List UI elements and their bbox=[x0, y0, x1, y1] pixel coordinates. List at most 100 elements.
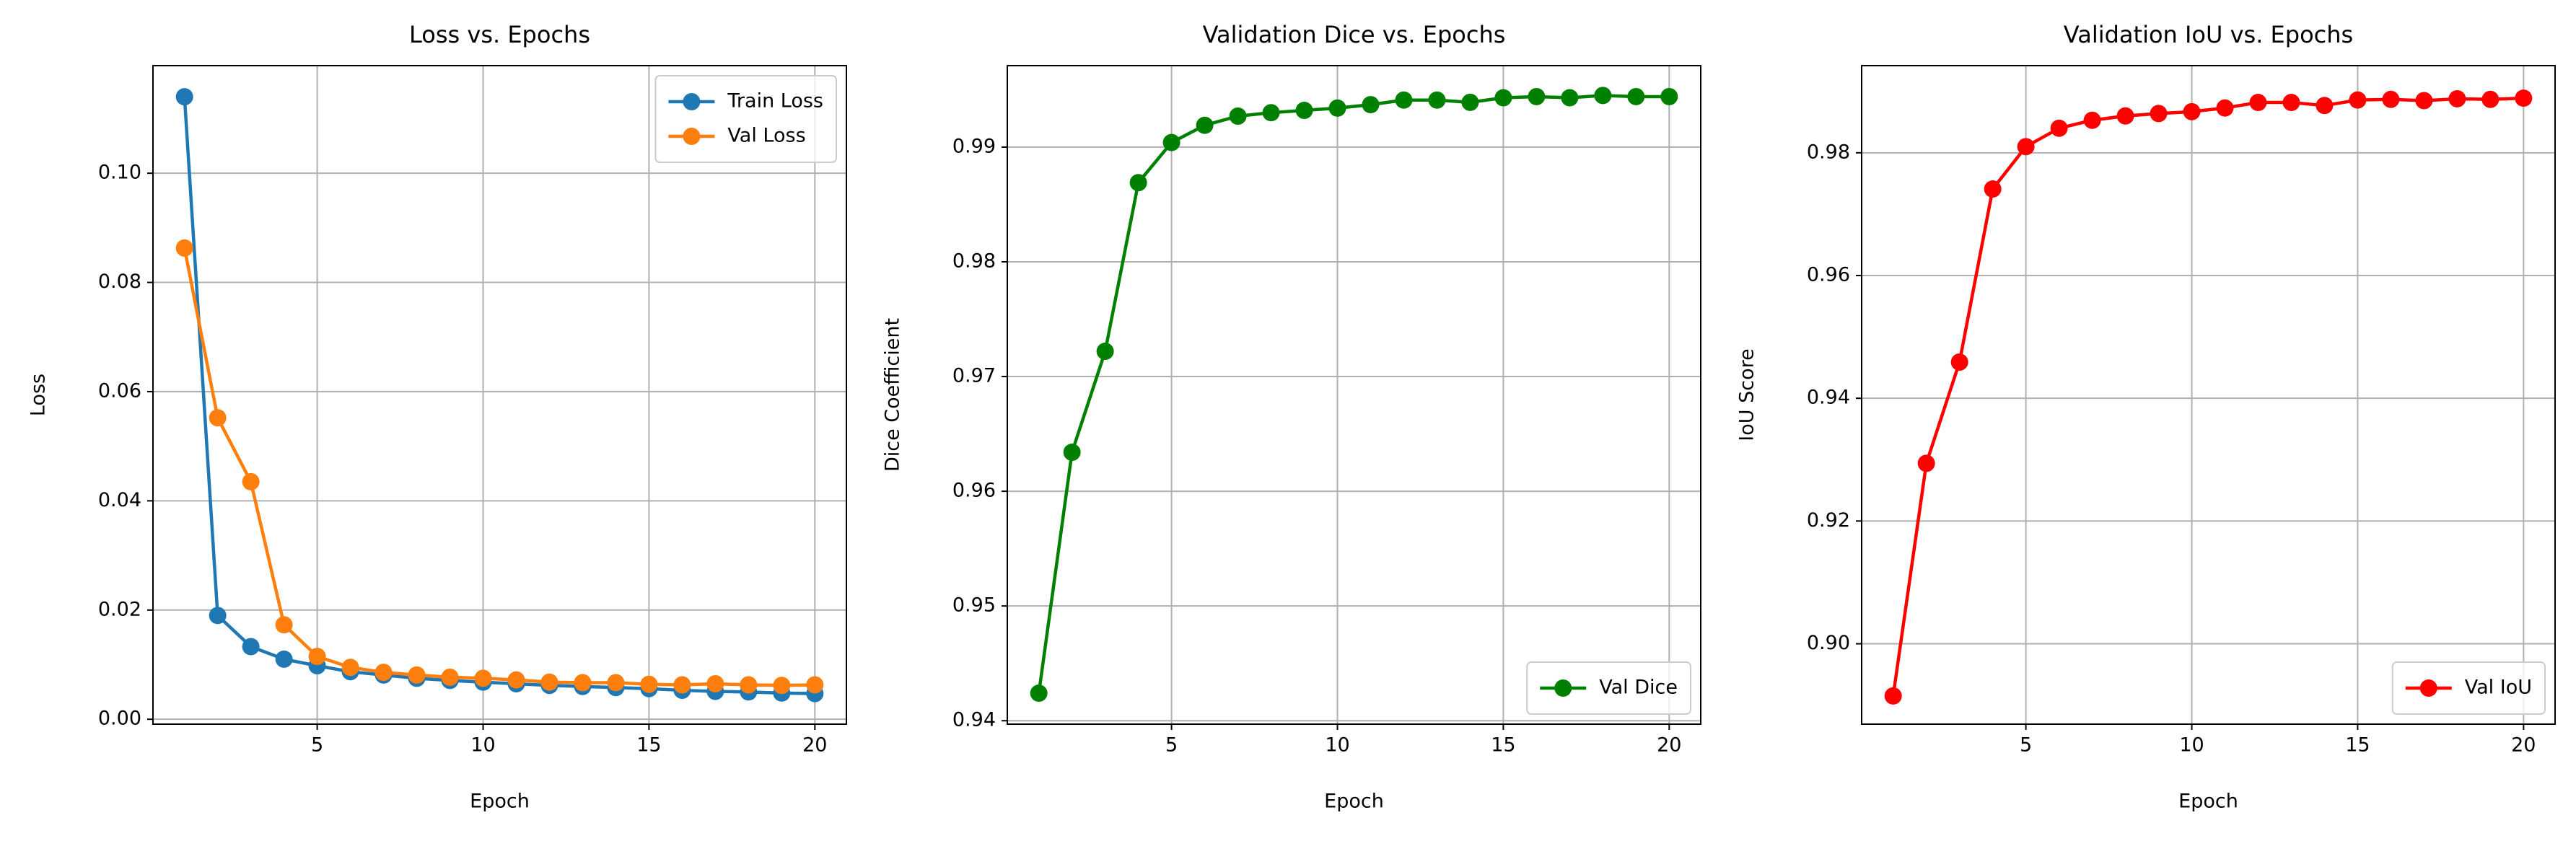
legend-box bbox=[654, 75, 837, 163]
data-point bbox=[2349, 91, 2367, 109]
x-tick-label: 5 bbox=[311, 734, 323, 757]
data-point bbox=[2448, 89, 2466, 107]
legend-marker bbox=[1554, 679, 1572, 697]
data-point bbox=[1196, 116, 1214, 134]
legend-marker bbox=[683, 128, 701, 145]
data-point bbox=[773, 677, 791, 695]
data-point bbox=[2017, 138, 2035, 156]
data-point bbox=[2415, 92, 2433, 110]
data-point bbox=[2116, 107, 2134, 125]
data-point bbox=[1063, 444, 1081, 462]
y-tick-label: 0.98 bbox=[1807, 141, 1850, 163]
chart-title: Validation Dice vs. Epochs bbox=[1203, 21, 1506, 48]
data-point bbox=[474, 669, 492, 687]
x-axis-label: Epoch bbox=[2178, 791, 2238, 813]
data-point bbox=[1561, 89, 1579, 107]
x-tick-label: 10 bbox=[2179, 734, 2204, 757]
y-tick-label: 0.08 bbox=[98, 270, 141, 293]
y-tick-label: 0.94 bbox=[952, 709, 996, 731]
legend-label: Val Loss bbox=[727, 125, 805, 147]
legend: Val Dice bbox=[1526, 661, 1691, 715]
legend-box bbox=[1526, 661, 1691, 715]
data-point bbox=[1660, 87, 1678, 105]
data-point bbox=[341, 659, 359, 677]
data-point bbox=[540, 673, 558, 691]
y-tick-label: 0.02 bbox=[98, 598, 141, 620]
data-point bbox=[1096, 343, 1114, 361]
y-tick-label: 0.94 bbox=[1807, 387, 1850, 409]
axes-frame bbox=[152, 65, 847, 725]
data-point bbox=[2382, 90, 2400, 108]
y-tick-label: 0.98 bbox=[952, 250, 996, 272]
data-point bbox=[1129, 174, 1147, 192]
data-point bbox=[2216, 99, 2234, 117]
legend-marker bbox=[683, 93, 701, 110]
y-tick-label: 0.04 bbox=[98, 489, 141, 511]
x-axis-label: Epoch bbox=[470, 791, 530, 813]
data-point bbox=[209, 607, 227, 625]
y-axis-label: Loss bbox=[27, 374, 50, 416]
data-point bbox=[2083, 111, 2101, 129]
data-point bbox=[1494, 89, 1512, 107]
x-tick-label: 5 bbox=[2020, 734, 2032, 757]
data-point bbox=[1362, 96, 1380, 114]
data-point bbox=[2515, 89, 2533, 107]
legend: Train Loss Val Loss bbox=[654, 75, 837, 163]
data-point bbox=[640, 675, 658, 693]
chart-title: Loss vs. Epochs bbox=[409, 21, 590, 48]
axes-frame bbox=[1861, 65, 2556, 725]
y-tick-label: 0.10 bbox=[98, 162, 141, 184]
legend-box bbox=[2391, 661, 2546, 715]
x-tick-label: 20 bbox=[802, 734, 827, 757]
data-point bbox=[242, 472, 260, 490]
y-tick-label: 0.96 bbox=[952, 480, 996, 502]
data-point bbox=[275, 650, 293, 668]
data-point bbox=[2282, 94, 2300, 112]
data-point bbox=[1461, 93, 1479, 111]
y-axis-label: Dice Coefficient bbox=[882, 318, 904, 472]
x-tick-label: 20 bbox=[2511, 734, 2536, 757]
legend-label: Val IoU bbox=[2465, 677, 2532, 699]
data-point bbox=[1262, 104, 1280, 122]
data-point bbox=[1162, 133, 1180, 151]
data-point bbox=[441, 668, 459, 686]
y-tick-label: 0.99 bbox=[952, 135, 996, 157]
y-tick-label: 0.95 bbox=[952, 594, 996, 617]
data-point bbox=[673, 676, 691, 694]
data-point bbox=[706, 674, 724, 692]
data-point bbox=[1428, 91, 1446, 109]
data-point bbox=[1030, 684, 1048, 703]
x-tick-label: 15 bbox=[636, 734, 661, 757]
data-point bbox=[308, 648, 326, 666]
data-point bbox=[2249, 94, 2267, 112]
data-point bbox=[607, 674, 625, 692]
data-point bbox=[275, 616, 293, 634]
data-point bbox=[740, 676, 758, 694]
y-tick-label: 0.90 bbox=[1807, 632, 1850, 654]
data-point bbox=[175, 239, 193, 257]
data-point bbox=[209, 409, 227, 427]
y-tick-label: 0.00 bbox=[98, 708, 141, 730]
x-tick-label: 20 bbox=[1657, 734, 1681, 757]
data-point bbox=[1594, 87, 1612, 105]
data-point bbox=[1984, 180, 2002, 198]
y-tick-label: 0.06 bbox=[98, 379, 141, 402]
legend-marker bbox=[2419, 679, 2437, 697]
data-point bbox=[374, 664, 393, 682]
data-point bbox=[242, 638, 260, 656]
data-point bbox=[2050, 119, 2068, 137]
legend-label: Train Loss bbox=[727, 90, 823, 113]
data-point bbox=[2481, 90, 2500, 108]
x-tick-label: 15 bbox=[2345, 734, 2370, 757]
data-point bbox=[1627, 87, 1645, 105]
data-point bbox=[1395, 91, 1413, 109]
y-tick-label: 0.96 bbox=[1807, 264, 1850, 286]
data-point bbox=[1528, 87, 1546, 105]
legend: Val IoU bbox=[2391, 661, 2546, 715]
data-point bbox=[1229, 107, 1247, 125]
axes-frame bbox=[1007, 65, 1701, 725]
x-tick-label: 5 bbox=[1165, 734, 1178, 757]
